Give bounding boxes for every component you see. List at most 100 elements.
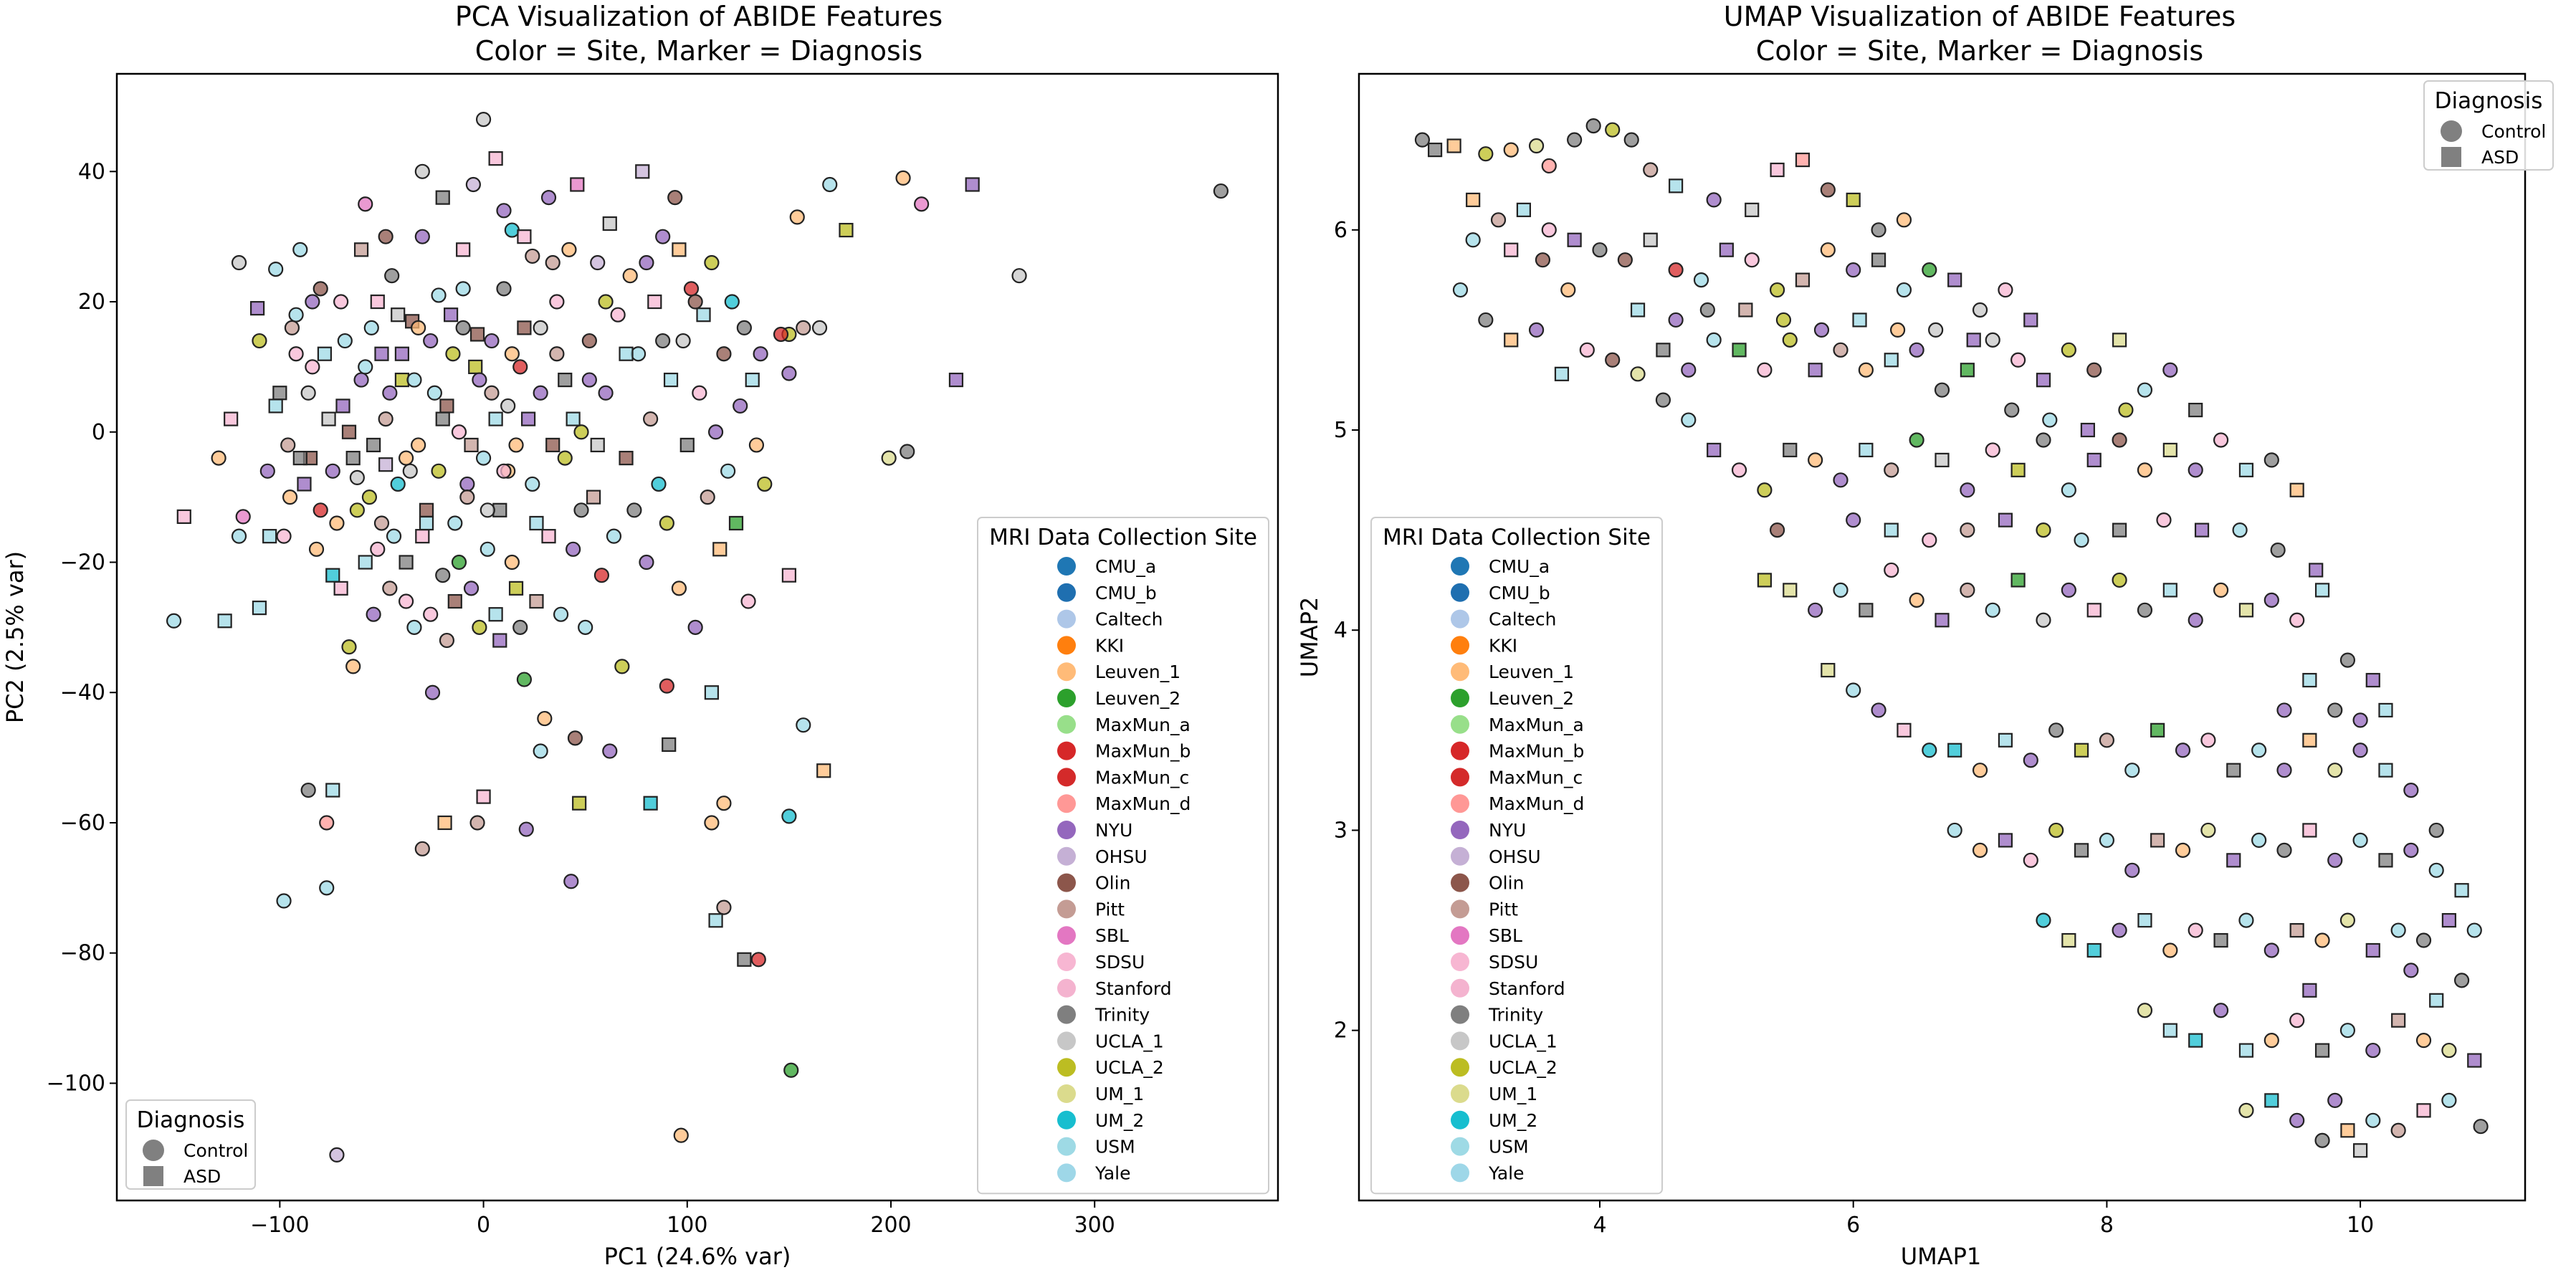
scatter-point xyxy=(683,281,700,297)
scatter-point xyxy=(2314,1043,2330,1058)
scatter-point xyxy=(280,437,296,453)
scatter-point xyxy=(517,320,532,335)
scatter-point xyxy=(500,398,516,414)
scatter-point xyxy=(1630,302,1646,318)
scatter-point xyxy=(1960,363,1975,378)
legend-label: UM_2 xyxy=(1489,1110,1537,1131)
scatter-point xyxy=(796,320,811,335)
scatter-point xyxy=(329,1147,345,1162)
legend-swatch xyxy=(1057,768,1076,787)
legend-label: Stanford xyxy=(1489,978,1565,999)
scatter-point xyxy=(1783,583,1798,598)
scatter-point xyxy=(435,568,451,583)
scatter-point xyxy=(2074,843,2089,858)
legend-swatch xyxy=(1057,689,1076,707)
legend-swatch xyxy=(1057,662,1076,682)
scatter-point xyxy=(2213,1003,2229,1018)
y-tick-label: 2 xyxy=(1334,1018,1347,1044)
scatter-point xyxy=(469,327,485,342)
scatter-point xyxy=(435,411,450,426)
scatter-point xyxy=(1669,178,1684,194)
scatter-point xyxy=(2415,1033,2432,1049)
scatter-point xyxy=(282,490,298,505)
scatter-point xyxy=(2339,1023,2356,1039)
scatter-point xyxy=(2289,1112,2305,1128)
scatter-point xyxy=(2023,852,2038,868)
scatter-point xyxy=(533,320,548,335)
scatter-point xyxy=(2263,1033,2279,1049)
scatter-point xyxy=(643,411,659,427)
scatter-point xyxy=(2302,823,2317,838)
scatter-point xyxy=(783,1062,799,1078)
scatter-point xyxy=(2263,942,2279,958)
pca-title-line1: PCA Visualization of ABIDE Features xyxy=(455,1,943,32)
scatter-point xyxy=(1985,332,2000,348)
legend-frame xyxy=(977,517,1269,1195)
umap-site-legend: MRI Data Collection Site CMU_a CMU_b Caltec… xyxy=(1370,517,1663,1195)
scatter-point xyxy=(468,359,483,375)
scatter-point xyxy=(570,177,585,192)
legend-swatch xyxy=(1057,821,1076,839)
y-tick-label: −20 xyxy=(60,550,105,576)
scatter-point xyxy=(2150,833,2165,848)
scatter-point xyxy=(1693,272,1709,288)
scatter-point xyxy=(2036,612,2051,628)
scatter-point xyxy=(370,541,386,557)
scatter-point xyxy=(325,463,340,479)
legend-swatch xyxy=(1451,1005,1469,1024)
scatter-point xyxy=(2188,402,2203,418)
scatter-point xyxy=(2270,542,2286,558)
scatter-point xyxy=(1782,332,1798,348)
scatter-point xyxy=(217,613,232,629)
scatter-point xyxy=(716,346,732,362)
scatter-point xyxy=(716,796,732,811)
legend-swatch xyxy=(1057,1084,1076,1103)
scatter-point xyxy=(411,437,426,453)
scatter-point xyxy=(358,555,373,570)
scatter-point xyxy=(2137,912,2152,928)
scatter-point xyxy=(1966,333,1981,348)
scatter-point xyxy=(272,386,287,401)
legend-label: Olin xyxy=(1095,873,1130,894)
scatter-point xyxy=(337,333,353,349)
scatter-point xyxy=(292,242,308,257)
scatter-point xyxy=(313,502,328,518)
scatter-point xyxy=(1452,282,1469,298)
scatter-point xyxy=(504,346,520,362)
scatter-point xyxy=(663,372,679,388)
scatter-point xyxy=(1998,282,2013,298)
scatter-point xyxy=(573,502,589,518)
y-tick-label: 20 xyxy=(78,290,105,315)
scatter-point xyxy=(2441,1092,2457,1108)
legend-label: Leuven_2 xyxy=(1095,688,1180,709)
scatter-point xyxy=(2467,1053,2482,1068)
scatter-point xyxy=(1972,842,1988,858)
scatter-point xyxy=(445,346,461,362)
scatter-point xyxy=(1909,432,1924,448)
scatter-point xyxy=(1585,118,1601,134)
scatter-point xyxy=(541,529,556,544)
scatter-point xyxy=(2036,373,2051,388)
legend-label: Stanford xyxy=(1095,978,1172,999)
square-marker-icon xyxy=(2441,147,2461,167)
scatter-point xyxy=(1947,822,1962,839)
legend-label: Control xyxy=(2481,121,2546,142)
scatter-point xyxy=(1871,252,1886,267)
x-tick-label: 300 xyxy=(1074,1213,1115,1238)
scatter-point xyxy=(411,320,426,335)
scatter-point xyxy=(476,789,491,804)
scatter-point xyxy=(439,398,454,414)
scatter-point xyxy=(252,333,267,349)
scatter-point xyxy=(2010,573,2026,588)
legend-label: OHSU xyxy=(1489,846,1541,867)
scatter-point xyxy=(2086,603,2102,618)
scatter-point xyxy=(529,593,544,609)
scatter-point xyxy=(1504,242,1519,257)
scatter-point xyxy=(781,366,797,381)
scatter-point xyxy=(2194,522,2210,538)
legend-swatch xyxy=(1057,952,1076,971)
scatter-point xyxy=(1922,262,1937,278)
scatter-point xyxy=(2289,482,2304,497)
scatter-point xyxy=(390,476,406,492)
scatter-point xyxy=(484,385,500,401)
